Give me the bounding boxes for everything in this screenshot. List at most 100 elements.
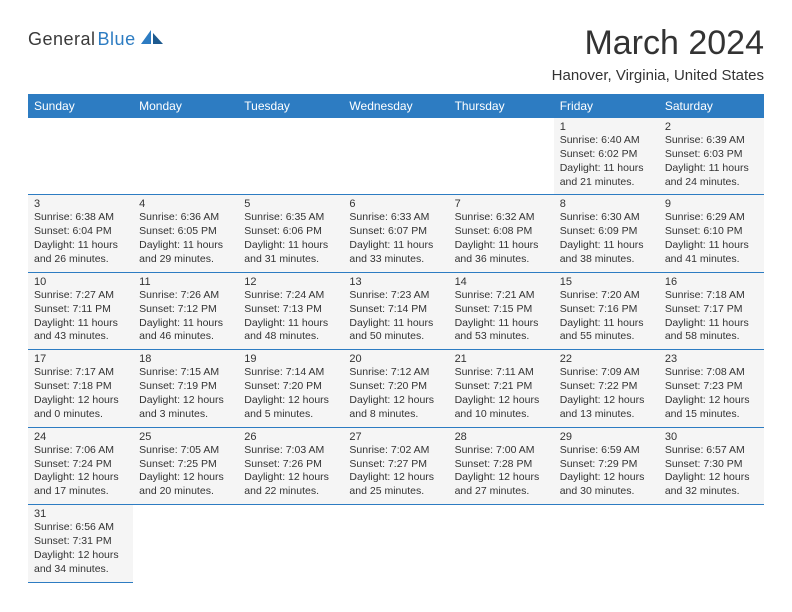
day-number: 15 [560,276,653,288]
day-number: 27 [349,431,442,443]
weekday-header-row: SundayMondayTuesdayWednesdayThursdayFrid… [28,94,764,118]
day-cell: 19Sunrise: 7:14 AMSunset: 7:20 PMDayligh… [238,350,343,427]
day-cell: 9Sunrise: 6:29 AMSunset: 6:10 PMDaylight… [659,195,764,272]
empty-cell [238,118,343,195]
logo-text-blue: Blue [98,29,136,50]
day-info: Sunrise: 6:32 AMSunset: 6:08 PMDaylight:… [455,211,548,266]
day-number: 12 [244,276,337,288]
blank-cell [238,505,343,582]
day-cell: 10Sunrise: 7:27 AMSunset: 7:11 PMDayligh… [28,272,133,349]
day-cell: 5Sunrise: 6:35 AMSunset: 6:06 PMDaylight… [238,195,343,272]
day-cell: 6Sunrise: 6:33 AMSunset: 6:07 PMDaylight… [343,195,448,272]
calendar-row: 10Sunrise: 7:27 AMSunset: 7:11 PMDayligh… [28,272,764,349]
day-number: 3 [34,198,127,210]
calendar-row: 31Sunrise: 6:56 AMSunset: 7:31 PMDayligh… [28,505,764,582]
day-info: Sunrise: 6:38 AMSunset: 6:04 PMDaylight:… [34,211,127,266]
weekday-header: Sunday [28,94,133,118]
empty-cell [28,118,133,195]
blank-cell [659,505,764,582]
weekday-header: Thursday [449,94,554,118]
sail-icon [140,28,166,51]
day-number: 19 [244,353,337,365]
day-number: 31 [34,508,127,520]
weekday-header: Friday [554,94,659,118]
empty-cell [449,118,554,195]
blank-cell [133,505,238,582]
day-number: 30 [665,431,758,443]
day-number: 4 [139,198,232,210]
day-number: 7 [455,198,548,210]
day-number: 21 [455,353,548,365]
calendar-row: 24Sunrise: 7:06 AMSunset: 7:24 PMDayligh… [28,427,764,504]
day-cell: 28Sunrise: 7:00 AMSunset: 7:28 PMDayligh… [449,427,554,504]
day-cell: 13Sunrise: 7:23 AMSunset: 7:14 PMDayligh… [343,272,448,349]
day-cell: 11Sunrise: 7:26 AMSunset: 7:12 PMDayligh… [133,272,238,349]
day-cell: 1Sunrise: 6:40 AMSunset: 6:02 PMDaylight… [554,118,659,195]
logo: General Blue [28,28,166,51]
day-number: 6 [349,198,442,210]
day-cell: 22Sunrise: 7:09 AMSunset: 7:22 PMDayligh… [554,350,659,427]
day-number: 13 [349,276,442,288]
day-cell: 14Sunrise: 7:21 AMSunset: 7:15 PMDayligh… [449,272,554,349]
day-info: Sunrise: 6:59 AMSunset: 7:29 PMDaylight:… [560,444,653,499]
day-info: Sunrise: 6:36 AMSunset: 6:05 PMDaylight:… [139,211,232,266]
day-number: 23 [665,353,758,365]
day-info: Sunrise: 6:35 AMSunset: 6:06 PMDaylight:… [244,211,337,266]
day-number: 20 [349,353,442,365]
day-info: Sunrise: 7:00 AMSunset: 7:28 PMDaylight:… [455,444,548,499]
day-number: 9 [665,198,758,210]
day-info: Sunrise: 7:06 AMSunset: 7:24 PMDaylight:… [34,444,127,499]
day-info: Sunrise: 7:21 AMSunset: 7:15 PMDaylight:… [455,289,548,344]
day-number: 10 [34,276,127,288]
day-number: 17 [34,353,127,365]
empty-cell [133,118,238,195]
day-cell: 25Sunrise: 7:05 AMSunset: 7:25 PMDayligh… [133,427,238,504]
logo-text-general: General [28,29,96,50]
day-cell: 24Sunrise: 7:06 AMSunset: 7:24 PMDayligh… [28,427,133,504]
weekday-header: Saturday [659,94,764,118]
day-number: 24 [34,431,127,443]
day-info: Sunrise: 6:56 AMSunset: 7:31 PMDaylight:… [34,521,127,576]
calendar-row: 1Sunrise: 6:40 AMSunset: 6:02 PMDaylight… [28,118,764,195]
day-cell: 2Sunrise: 6:39 AMSunset: 6:03 PMDaylight… [659,118,764,195]
day-cell: 16Sunrise: 7:18 AMSunset: 7:17 PMDayligh… [659,272,764,349]
title-block: March 2024 Hanover, Virginia, United Sta… [552,24,764,84]
day-info: Sunrise: 6:29 AMSunset: 6:10 PMDaylight:… [665,211,758,266]
day-cell: 23Sunrise: 7:08 AMSunset: 7:23 PMDayligh… [659,350,764,427]
calendar-page: General Blue March 2024 Hanover, Virgini… [0,0,792,607]
day-number: 14 [455,276,548,288]
day-info: Sunrise: 7:12 AMSunset: 7:20 PMDaylight:… [349,366,442,421]
day-number: 22 [560,353,653,365]
day-cell: 29Sunrise: 6:59 AMSunset: 7:29 PMDayligh… [554,427,659,504]
day-info: Sunrise: 7:09 AMSunset: 7:22 PMDaylight:… [560,366,653,421]
day-info: Sunrise: 7:20 AMSunset: 7:16 PMDaylight:… [560,289,653,344]
day-info: Sunrise: 6:39 AMSunset: 6:03 PMDaylight:… [665,134,758,189]
day-cell: 21Sunrise: 7:11 AMSunset: 7:21 PMDayligh… [449,350,554,427]
day-info: Sunrise: 7:03 AMSunset: 7:26 PMDaylight:… [244,444,337,499]
page-title: March 2024 [552,24,764,63]
day-cell: 30Sunrise: 6:57 AMSunset: 7:30 PMDayligh… [659,427,764,504]
calendar-row: 17Sunrise: 7:17 AMSunset: 7:18 PMDayligh… [28,350,764,427]
day-info: Sunrise: 7:24 AMSunset: 7:13 PMDaylight:… [244,289,337,344]
day-cell: 31Sunrise: 6:56 AMSunset: 7:31 PMDayligh… [28,505,133,582]
day-info: Sunrise: 6:30 AMSunset: 6:09 PMDaylight:… [560,211,653,266]
blank-cell [343,505,448,582]
day-info: Sunrise: 7:18 AMSunset: 7:17 PMDaylight:… [665,289,758,344]
day-cell: 15Sunrise: 7:20 AMSunset: 7:16 PMDayligh… [554,272,659,349]
day-info: Sunrise: 6:57 AMSunset: 7:30 PMDaylight:… [665,444,758,499]
day-info: Sunrise: 6:33 AMSunset: 6:07 PMDaylight:… [349,211,442,266]
location: Hanover, Virginia, United States [552,67,764,84]
day-info: Sunrise: 7:27 AMSunset: 7:11 PMDaylight:… [34,289,127,344]
day-number: 11 [139,276,232,288]
day-info: Sunrise: 6:40 AMSunset: 6:02 PMDaylight:… [560,134,653,189]
empty-cell [343,118,448,195]
day-cell: 27Sunrise: 7:02 AMSunset: 7:27 PMDayligh… [343,427,448,504]
day-number: 5 [244,198,337,210]
day-number: 16 [665,276,758,288]
day-info: Sunrise: 7:26 AMSunset: 7:12 PMDaylight:… [139,289,232,344]
day-number: 28 [455,431,548,443]
day-info: Sunrise: 7:08 AMSunset: 7:23 PMDaylight:… [665,366,758,421]
day-cell: 26Sunrise: 7:03 AMSunset: 7:26 PMDayligh… [238,427,343,504]
calendar-body: 1Sunrise: 6:40 AMSunset: 6:02 PMDaylight… [28,118,764,582]
day-cell: 12Sunrise: 7:24 AMSunset: 7:13 PMDayligh… [238,272,343,349]
